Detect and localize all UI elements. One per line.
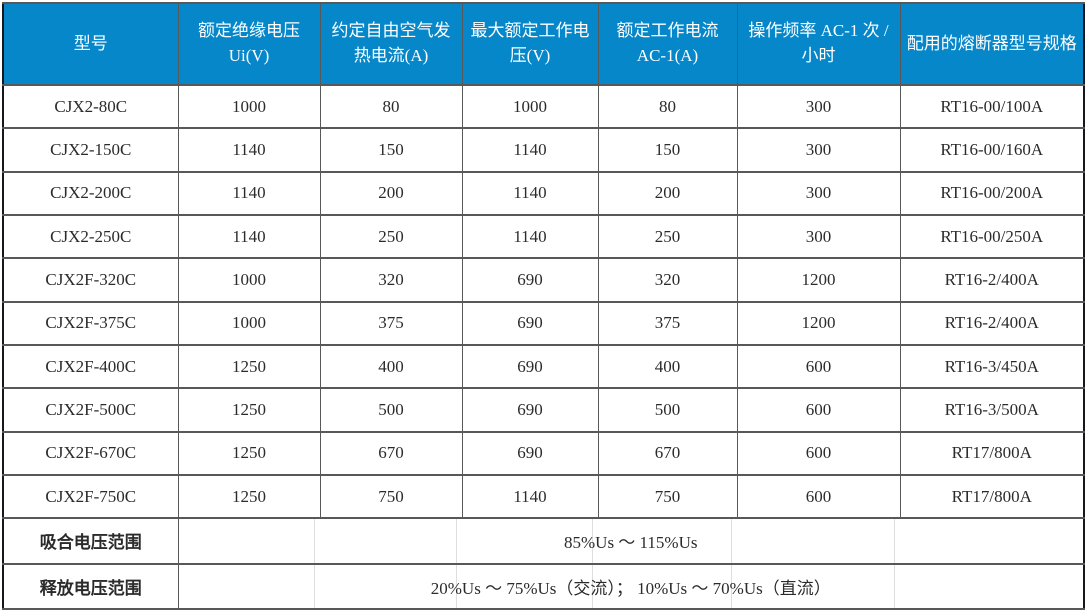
cell-value: 670 bbox=[319, 430, 463, 476]
cell-model: CJX2-80C bbox=[2, 83, 179, 130]
cell-value: 1000 bbox=[177, 300, 321, 346]
table-row: CJX2F-670C 1250 670 690 670 600 RT17/800… bbox=[2, 430, 1085, 476]
cell-value: 1140 bbox=[177, 170, 321, 216]
pickup-voltage-label: 吸合电压范围 bbox=[2, 517, 179, 565]
cell-value: 1140 bbox=[461, 127, 599, 173]
cell-value: 690 bbox=[461, 387, 599, 433]
col-header-insulation-voltage: 额定绝缘电压 Ui(V) bbox=[177, 2, 321, 86]
cell-model: CJX2-150C bbox=[2, 127, 179, 173]
cell-model: CJX2F-375C bbox=[2, 300, 179, 346]
release-voltage-value: 20%Us ～ 75%Us（交流）； 10%Us ～ 70%Us（直流） bbox=[177, 562, 1085, 611]
table-row: CJX2-80C 1000 80 1000 80 300 RT16-00/100… bbox=[2, 83, 1085, 130]
cell-value: 400 bbox=[597, 343, 738, 390]
cell-value: RT16-00/100A bbox=[899, 83, 1085, 130]
col-header-max-working-voltage: 最大额定工作电压(V) bbox=[461, 2, 599, 86]
cell-value: 400 bbox=[319, 343, 463, 390]
pickup-voltage-row: 吸合电压范围 85%Us ～ 115%Us bbox=[2, 517, 1085, 565]
cell-value: RT16-00/250A bbox=[899, 213, 1085, 260]
cell-value: 750 bbox=[597, 473, 738, 520]
cell-value: 600 bbox=[736, 430, 901, 476]
cell-value: 690 bbox=[461, 430, 599, 476]
cell-value: RT16-3/500A bbox=[899, 387, 1085, 433]
release-voltage-row: 释放电压范围 20%Us ～ 75%Us（交流）； 10%Us ～ 70%Us（… bbox=[2, 562, 1085, 611]
cell-value: 500 bbox=[597, 387, 738, 433]
release-voltage-label: 释放电压范围 bbox=[2, 562, 179, 611]
cell-value: 375 bbox=[319, 300, 463, 346]
cell-value: 1140 bbox=[177, 213, 321, 260]
table-row: CJX2-200C 1140 200 1140 200 300 RT16-00/… bbox=[2, 170, 1085, 216]
cell-model: CJX2-250C bbox=[2, 213, 179, 260]
cell-value: 600 bbox=[736, 387, 901, 433]
cell-value: 1200 bbox=[736, 300, 901, 346]
cell-value: 320 bbox=[319, 257, 463, 303]
cell-value: 300 bbox=[736, 127, 901, 173]
table-row: CJX2F-750C 1250 750 1140 750 600 RT17/80… bbox=[2, 473, 1085, 520]
cell-value: 600 bbox=[736, 473, 901, 520]
cell-model: CJX2F-500C bbox=[2, 387, 179, 433]
cell-value: RT17/800A bbox=[899, 430, 1085, 476]
cell-value: 690 bbox=[461, 343, 599, 390]
cell-value: 150 bbox=[319, 127, 463, 173]
table-row: CJX2F-500C 1250 500 690 500 600 RT16-3/5… bbox=[2, 387, 1085, 433]
cell-value: 300 bbox=[736, 83, 901, 130]
cell-value: 80 bbox=[319, 83, 463, 130]
cell-value: 1140 bbox=[461, 213, 599, 260]
cell-value: 1250 bbox=[177, 430, 321, 476]
cell-value: 670 bbox=[597, 430, 738, 476]
cell-value: 250 bbox=[597, 213, 738, 260]
cell-value: 200 bbox=[597, 170, 738, 216]
header-row: 型号 额定绝缘电压 Ui(V) 约定自由空气发热电流(A) 最大额定工作电压(V… bbox=[2, 2, 1085, 86]
col-header-working-current: 额定工作电流 AC-1(A) bbox=[597, 2, 738, 86]
cell-value: 250 bbox=[319, 213, 463, 260]
cell-value: RT16-00/200A bbox=[899, 170, 1085, 216]
cell-value: 1140 bbox=[461, 170, 599, 216]
cell-value: 1250 bbox=[177, 473, 321, 520]
cell-value: 1250 bbox=[177, 387, 321, 433]
table-row: CJX2-250C 1140 250 1140 250 300 RT16-00/… bbox=[2, 213, 1085, 260]
col-header-model: 型号 bbox=[2, 2, 179, 86]
cell-value: 690 bbox=[461, 257, 599, 303]
cell-value: 300 bbox=[736, 213, 901, 260]
cell-model: CJX2F-320C bbox=[2, 257, 179, 303]
cell-model: CJX2F-750C bbox=[2, 473, 179, 520]
cell-value: 1000 bbox=[461, 83, 599, 130]
cell-value: RT16-3/450A bbox=[899, 343, 1085, 390]
cell-value: 200 bbox=[319, 170, 463, 216]
col-header-thermal-current: 约定自由空气发热电流(A) bbox=[319, 2, 463, 86]
cell-value: RT16-00/160A bbox=[899, 127, 1085, 173]
table-row: CJX2-150C 1140 150 1140 150 300 RT16-00/… bbox=[2, 127, 1085, 173]
cell-value: 1000 bbox=[177, 257, 321, 303]
table-row: CJX2F-320C 1000 320 690 320 1200 RT16-2/… bbox=[2, 257, 1085, 303]
pickup-voltage-value: 85%Us ～ 115%Us bbox=[177, 517, 1085, 565]
cell-model: CJX2F-670C bbox=[2, 430, 179, 476]
cell-value: 690 bbox=[461, 300, 599, 346]
cell-value: RT17/800A bbox=[899, 473, 1085, 520]
table-row: CJX2F-400C 1250 400 690 400 600 RT16-3/4… bbox=[2, 343, 1085, 390]
cell-value: 1140 bbox=[177, 127, 321, 173]
col-header-fuse-spec: 配用的熔断器型号规格 bbox=[899, 2, 1085, 86]
table-row: CJX2F-375C 1000 375 690 375 1200 RT16-2/… bbox=[2, 300, 1085, 346]
cell-value: 375 bbox=[597, 300, 738, 346]
cell-model: CJX2F-400C bbox=[2, 343, 179, 390]
cell-value: 80 bbox=[597, 83, 738, 130]
col-header-operating-frequency: 操作频率 AC-1 次 / 小时 bbox=[736, 2, 901, 86]
cell-value: 320 bbox=[597, 257, 738, 303]
cell-value: 500 bbox=[319, 387, 463, 433]
cell-value: 1250 bbox=[177, 343, 321, 390]
cell-value: RT16-2/400A bbox=[899, 300, 1085, 346]
cell-value: 600 bbox=[736, 343, 901, 390]
cell-value: 1000 bbox=[177, 83, 321, 130]
cell-value: 1200 bbox=[736, 257, 901, 303]
cell-model: CJX2-200C bbox=[2, 170, 179, 216]
cell-value: 300 bbox=[736, 170, 901, 216]
cell-value: 750 bbox=[319, 473, 463, 520]
cell-value: 150 bbox=[597, 127, 738, 173]
cell-value: 1140 bbox=[461, 473, 599, 520]
cell-value: RT16-2/400A bbox=[899, 257, 1085, 303]
